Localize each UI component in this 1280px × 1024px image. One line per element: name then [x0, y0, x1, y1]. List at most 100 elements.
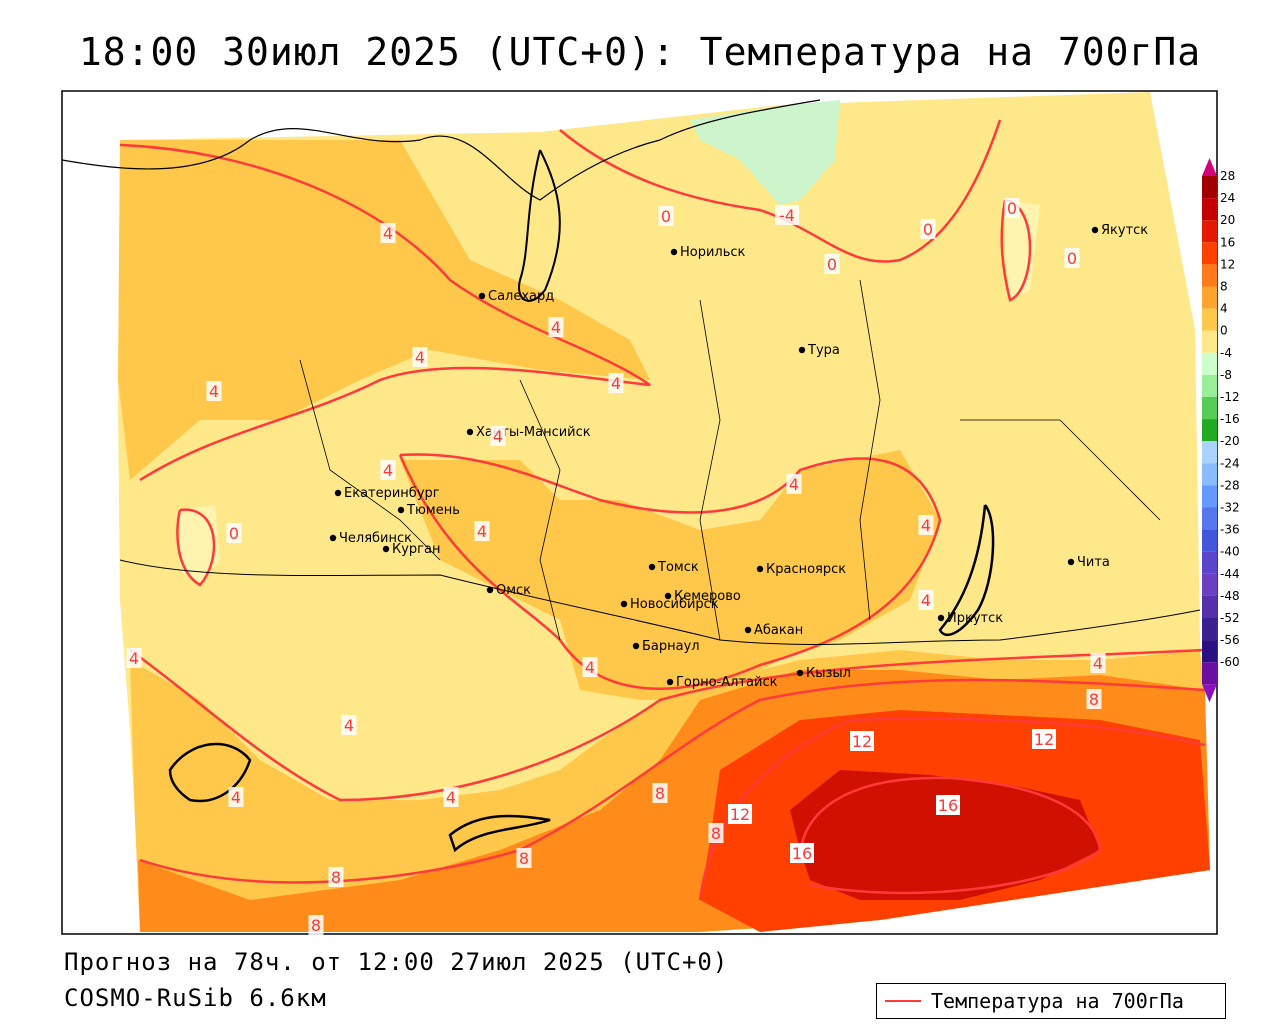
- colorbar-label: -40: [1220, 545, 1240, 559]
- contour-label-bg: [206, 381, 222, 401]
- isotherm-0-north: [559, 119, 1002, 263]
- city-marker: [478, 292, 486, 300]
- contour-label: 4: [477, 522, 487, 541]
- contour-label: 4: [383, 461, 393, 480]
- contour-label: 8: [711, 824, 721, 843]
- city-label: Горно-Алтайск: [676, 675, 778, 690]
- contour-label-bg: [608, 373, 624, 393]
- border-region-1: [299, 359, 441, 561]
- contour-label: 0: [1007, 199, 1017, 218]
- contour-label-bg: [1090, 653, 1106, 673]
- contour-label-bg: [412, 347, 428, 367]
- colorbar-label: -52: [1220, 611, 1240, 625]
- colorbar-swatch: [1202, 662, 1217, 685]
- colorbar-swatch: [1202, 595, 1217, 618]
- colorbar-label: -60: [1220, 655, 1240, 669]
- colorbar-label: 20: [1220, 213, 1235, 227]
- city-marker: [664, 592, 672, 600]
- contour-label: 0: [827, 255, 837, 274]
- city-marker: [1091, 226, 1099, 234]
- city-label: Томск: [657, 560, 699, 575]
- contour-label: 4: [585, 658, 595, 677]
- contour-label-bg: [708, 823, 724, 843]
- legend-box: Температура на 700гПа: [876, 983, 1226, 1019]
- colorbar-swatch: [1202, 374, 1217, 397]
- colorbar-label: -4: [1220, 346, 1232, 360]
- contour-label: 4: [446, 788, 456, 807]
- contour-label-bg: [126, 648, 142, 668]
- city-marker: [397, 506, 405, 514]
- city-marker: [798, 346, 806, 354]
- colorbar-swatch: [1202, 286, 1217, 309]
- contour-label-bg: [850, 731, 874, 751]
- contour-label: 12: [730, 805, 750, 824]
- colorbar-label: -44: [1220, 567, 1240, 581]
- city-label: Тюмень: [406, 503, 460, 518]
- city-marker: [1067, 558, 1075, 566]
- city-marker: [486, 586, 494, 594]
- contour-label: 4: [493, 427, 503, 446]
- colorbar-label: -36: [1220, 523, 1240, 537]
- contour-label: 0: [923, 220, 933, 239]
- page-title: 18:00 30июл 2025 (UTC+0): Температура на…: [78, 30, 1202, 74]
- contour-label: 0: [229, 524, 239, 543]
- contour-label: 16: [792, 844, 812, 863]
- colorbar-top-arrow: [1202, 158, 1217, 176]
- colorbar-label: 16: [1220, 235, 1235, 249]
- city-marker: [666, 678, 674, 686]
- zone-4-8-central: [400, 450, 940, 700]
- contour-label-bg: [786, 474, 802, 494]
- legend-label: Температура на 700гПа: [931, 989, 1184, 1013]
- contour-label: 0: [661, 207, 671, 226]
- contour-label-bg: [728, 804, 752, 824]
- contour-label-bg: [936, 795, 960, 815]
- city-label: Кызыл: [806, 666, 851, 681]
- contour-label: 4: [231, 788, 241, 807]
- contour-label-bg: [328, 867, 344, 887]
- colorbar-swatch: [1202, 242, 1217, 265]
- city-marker: [648, 563, 656, 571]
- city-marker: [334, 489, 342, 497]
- colorbar-bottom-arrow: [1202, 684, 1217, 703]
- forecast-info: Прогноз на 78ч. от 12:00 27июл 2025 (UTC…: [64, 948, 729, 976]
- contour-label: 8: [519, 849, 529, 868]
- contour-label-bg: [516, 848, 532, 868]
- city-label: Красноярск: [766, 562, 846, 577]
- city-label: Салехард: [488, 289, 554, 304]
- contour-label: 4: [551, 318, 561, 337]
- zone-cold-yakutia: [1005, 200, 1040, 300]
- city-label: Новосибирск: [630, 597, 719, 612]
- colorbar-label: -48: [1220, 589, 1240, 603]
- city-marker: [620, 600, 628, 608]
- contour-label: 4: [383, 224, 393, 243]
- aral-sea: [168, 742, 252, 803]
- colorbar-swatch: [1202, 441, 1217, 464]
- contour-label: 16: [938, 796, 958, 815]
- contour-label: 4: [921, 516, 931, 535]
- contour-label-bg: [1004, 198, 1020, 218]
- city-label: Чита: [1077, 555, 1110, 570]
- colorbar-swatch: [1202, 573, 1217, 596]
- city-marker: [329, 534, 337, 542]
- city-label: Кемерово: [674, 589, 741, 604]
- border-region-3: [699, 299, 721, 641]
- contour-label-bg: [341, 715, 357, 735]
- contour-label-bg: [790, 843, 814, 863]
- colorbar-swatch: [1202, 176, 1217, 199]
- isotherm-16: [798, 776, 1102, 895]
- city-label: Тура: [807, 343, 840, 358]
- colorbar-label: -24: [1220, 456, 1240, 470]
- colorbar-label: -8: [1220, 368, 1232, 382]
- city-label: Омск: [496, 583, 531, 598]
- colorbar-label: 8: [1220, 280, 1228, 294]
- colorbar-swatch: [1202, 463, 1217, 486]
- contour-label: 8: [331, 868, 341, 887]
- contour-label-bg: [548, 317, 564, 337]
- contour-label: 12: [1034, 730, 1054, 749]
- contour-label: 4: [611, 374, 621, 393]
- border-region-5: [960, 419, 1161, 521]
- arctic-coastline: [61, 99, 821, 201]
- colorbar-swatch: [1202, 330, 1217, 353]
- city-marker: [466, 428, 474, 436]
